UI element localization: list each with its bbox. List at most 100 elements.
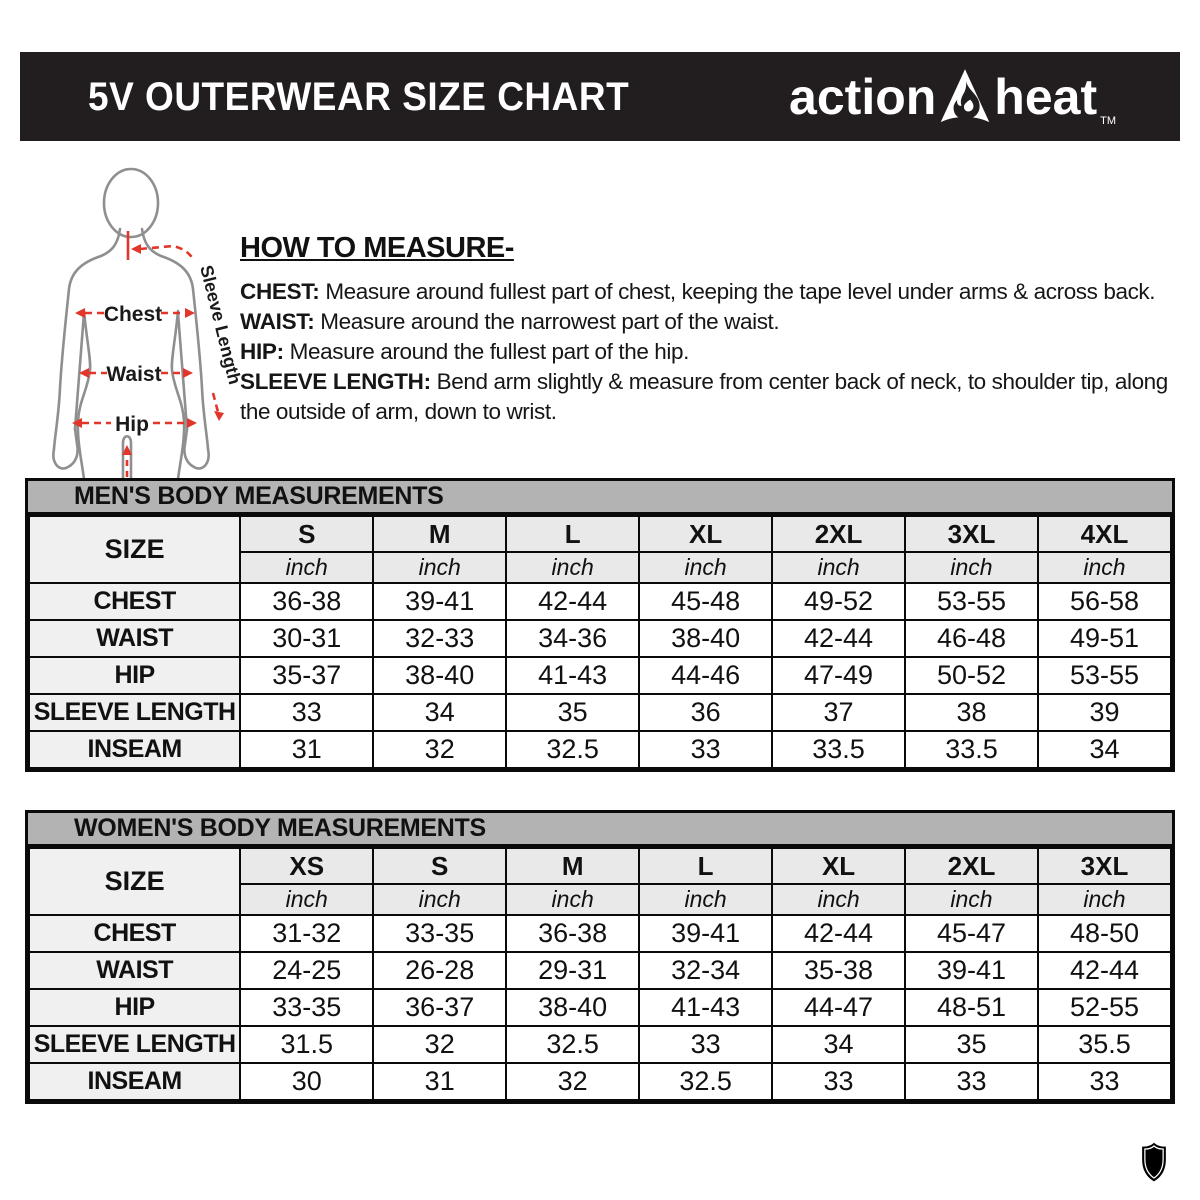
value-cell: 53-55 [904,582,1039,621]
unit-cell: inch [904,551,1039,584]
value-cell: 49-52 [771,582,907,621]
inseam-arrow-up [122,445,132,455]
value-cell: 35-37 [239,656,375,695]
unit-cell: inch [372,551,508,584]
value-cell: 36-37 [372,988,508,1027]
value-cell: 35 [505,693,641,732]
value-cell: 42-44 [505,582,641,621]
value-cell: 32.5 [638,1062,774,1101]
table-row: WAIST 24-25 26-28 29-31 32-34 35-38 39-41 42-44 [27,951,1173,990]
table-row: INSEAM 30 31 32 32.5 33 33 33 [27,1062,1173,1101]
row-label-cell: SLEEVE LENGTH [27,693,242,732]
row-label-cell: HIP [27,656,242,695]
value-cell: 38 [904,693,1039,732]
brand-word-action: action [789,68,937,125]
shield-icon [1142,1142,1166,1182]
figure-label-chest: Chest [104,303,162,326]
value-cell: 34 [771,1025,907,1064]
size-header-cell: L [505,515,641,553]
unit-cell: inch [904,883,1039,916]
table-row: CHEST 31-32 33-35 36-38 39-41 42-44 45-47 48-50 [27,914,1173,953]
table-title: MEN'S BODY MEASUREMENTS [28,481,1172,515]
value-cell: 31-32 [239,914,375,953]
unit-cell: inch [771,883,907,916]
instruction-label: WAIST: [240,309,315,334]
value-cell: 35.5 [1036,1025,1173,1064]
hip-arrow-right [187,418,197,428]
hip-arrow-left [72,418,82,428]
table-row: SLEEVE LENGTH 31.5 32 32.5 33 34 35 35.5 [27,1025,1173,1064]
value-cell: 32-33 [372,619,508,658]
value-cell: 33-35 [239,988,375,1027]
row-label-cell: SLEEVE LENGTH [27,1025,242,1064]
value-cell: 33 [1036,1062,1173,1101]
table-title: WOMEN'S BODY MEASUREMENTS [28,813,1172,847]
measurements-grid: SIZE XS S M L XL 2XL 3XL inch inch inch inch inch inc… [27,847,1173,1101]
value-cell: 42-44 [771,914,907,953]
chest-arrow-left [75,308,85,318]
value-cell: 36-38 [505,914,641,953]
value-cell: 56-58 [1036,582,1173,621]
instruction-label: SLEEVE LENGTH: [240,369,431,394]
value-cell: 36 [638,693,774,732]
size-header-cell: S [372,847,508,885]
size-header-cell: M [372,515,508,553]
value-cell: 39-41 [638,914,774,953]
row-label-cell: WAIST [27,951,242,990]
measurements-grid: SIZE S M L XL 2XL 3XL 4XL inch inch inch inch inch in… [27,515,1173,769]
row-label-cell: INSEAM [27,730,242,769]
value-cell: 31 [372,1062,508,1101]
header-bar: 5V OUTERWEAR SIZE CHART action heat TM [20,52,1180,141]
value-cell: 33 [638,730,774,769]
value-cell: 45-48 [638,582,774,621]
waist-arrow-left [79,368,89,378]
size-header-cell: S [239,515,375,553]
value-cell: 44-47 [771,988,907,1027]
unit-cell: inch [505,551,641,584]
unit-cell: inch [372,883,508,916]
unit-cell: inch [1036,883,1173,916]
flame-icon [941,68,990,122]
size-header-cell: 4XL [1036,515,1173,553]
size-header-cell: XL [771,847,907,885]
chest-arrow-right [185,308,195,318]
how-to-measure-heading: HOW TO MEASURE- [240,232,514,264]
how-to-measure-section: HOW TO MEASURE- CHEST: Measure around fu… [240,232,1180,427]
brand-word-heat: heat [994,68,1098,125]
table-row: INSEAM 31 32 32.5 33 33.5 33.5 34 [27,730,1173,769]
instruction-label: HIP: [240,339,284,364]
unit-cell: inch [638,551,774,584]
measure-instruction-hip: HIP: Measure around the fullest part of … [240,337,1180,367]
value-cell: 29-31 [505,951,641,990]
womens-measurements-table: WOMEN'S BODY MEASUREMENTS SIZE XS S M L XL 2XL 3… [25,810,1175,1104]
value-cell: 48-50 [1036,914,1173,953]
size-header-cell: 2XL [771,515,907,553]
value-cell: 35 [904,1025,1039,1064]
table-row: HIP 35-37 38-40 41-43 44-46 47-49 50-52 53-55 [27,656,1173,695]
row-label-cell: INSEAM [27,1062,242,1101]
value-cell: 32.5 [505,1025,641,1064]
value-cell: 32-34 [638,951,774,990]
value-cell: 33-35 [372,914,508,953]
value-cell: 39-41 [904,951,1039,990]
value-cell: 42-44 [771,619,907,658]
waist-arrow-right [183,368,193,378]
figure-label-sleeve-length: Sleeve Length [196,263,245,386]
value-cell: 32.5 [505,730,641,769]
row-label-cell: WAIST [27,619,242,658]
value-cell: 49-51 [1036,619,1173,658]
value-cell: 33 [771,1062,907,1101]
value-cell: 34 [1036,730,1173,769]
value-cell: 37 [771,693,907,732]
size-header-cell: XL [638,515,774,553]
instruction-label: CHEST: [240,279,320,304]
row-label-cell: CHEST [27,914,242,953]
measure-instruction-waist: WAIST: Measure around the narrowest part… [240,307,1180,337]
value-cell: 42-44 [1036,951,1173,990]
value-cell: 24-25 [239,951,375,990]
unit-cell: inch [771,551,907,584]
measure-instruction-chest: CHEST: Measure around fullest part of ch… [240,277,1180,307]
value-cell: 38-40 [372,656,508,695]
value-cell: 32 [505,1062,641,1101]
